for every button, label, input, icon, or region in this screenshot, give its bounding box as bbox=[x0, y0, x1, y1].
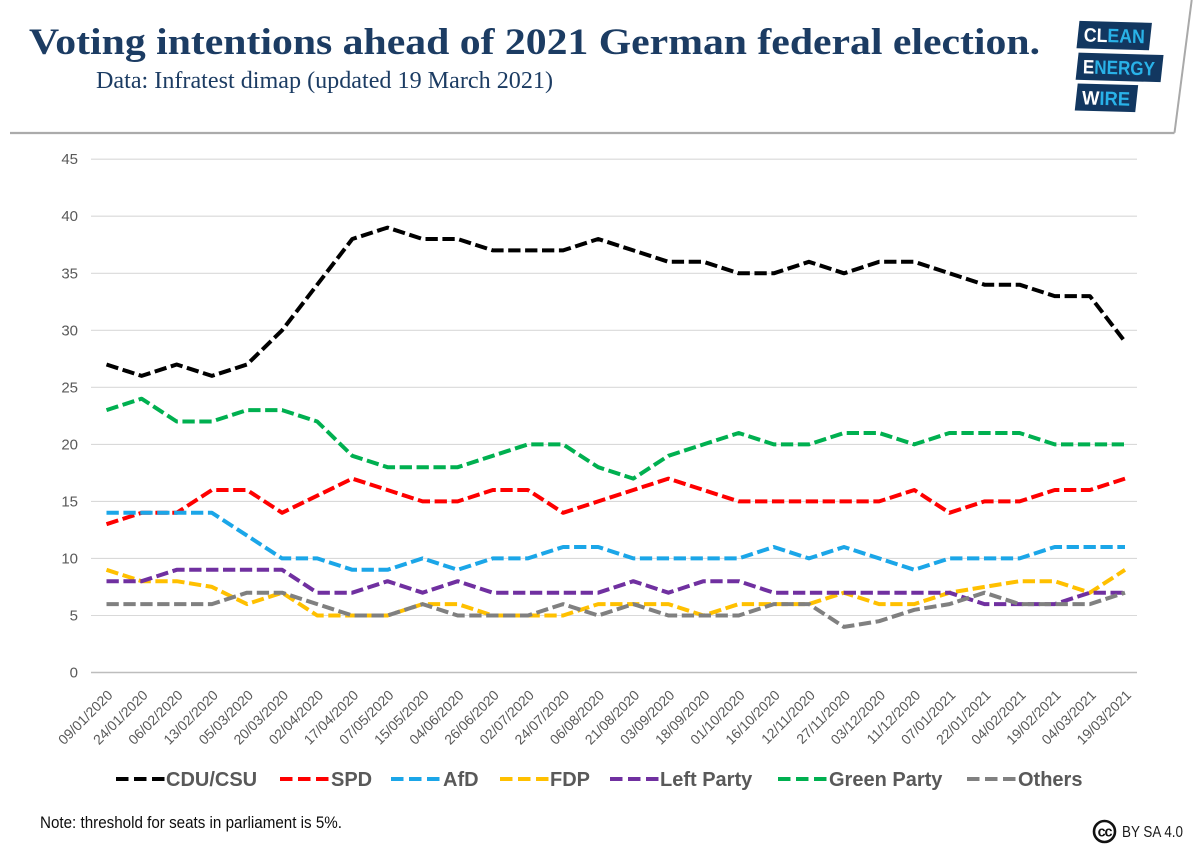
svg-text:Data: Infratest dimap (updated: Data: Infratest dimap (updated 19 March … bbox=[96, 68, 553, 94]
svg-text:25: 25 bbox=[61, 379, 78, 396]
svg-text:Note: threshold for seats in p: Note: threshold for seats in parliament … bbox=[40, 813, 342, 832]
svg-text:Green Party: Green Party bbox=[829, 769, 943, 791]
svg-text:20: 20 bbox=[61, 436, 78, 453]
svg-text:CDU/CSU: CDU/CSU bbox=[166, 769, 257, 791]
svg-text:Voting intentions ahead of 202: Voting intentions ahead of 2021 German f… bbox=[29, 22, 1040, 63]
svg-text:ENERGY: ENERGY bbox=[1083, 56, 1156, 80]
svg-text:AfD: AfD bbox=[443, 769, 479, 791]
svg-text:Others: Others bbox=[1018, 769, 1082, 791]
svg-text:CLEAN: CLEAN bbox=[1084, 25, 1146, 49]
svg-text:Left Party: Left Party bbox=[660, 769, 753, 791]
svg-text:30: 30 bbox=[61, 322, 78, 339]
svg-text:5: 5 bbox=[70, 608, 78, 625]
svg-text:15: 15 bbox=[61, 493, 78, 510]
svg-text:cc: cc bbox=[1098, 825, 1113, 841]
svg-text:10: 10 bbox=[61, 550, 78, 567]
svg-text:35: 35 bbox=[61, 265, 78, 282]
svg-text:BY SA 4.0: BY SA 4.0 bbox=[1122, 824, 1183, 841]
svg-text:0: 0 bbox=[70, 665, 78, 682]
svg-text:SPD: SPD bbox=[331, 769, 372, 791]
svg-text:WIRE: WIRE bbox=[1082, 87, 1131, 110]
svg-text:40: 40 bbox=[61, 208, 78, 225]
svg-text:FDP: FDP bbox=[550, 769, 590, 791]
svg-text:45: 45 bbox=[61, 151, 78, 168]
